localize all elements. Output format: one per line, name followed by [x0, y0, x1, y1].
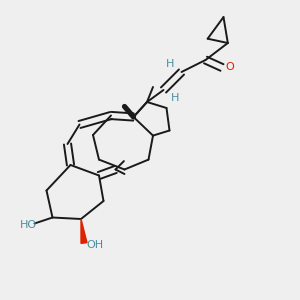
Text: O: O	[225, 62, 234, 73]
Text: OH: OH	[86, 240, 103, 250]
Text: H: H	[171, 92, 179, 103]
Text: H: H	[166, 58, 174, 69]
Text: HO: HO	[20, 220, 37, 230]
Polygon shape	[81, 219, 87, 243]
